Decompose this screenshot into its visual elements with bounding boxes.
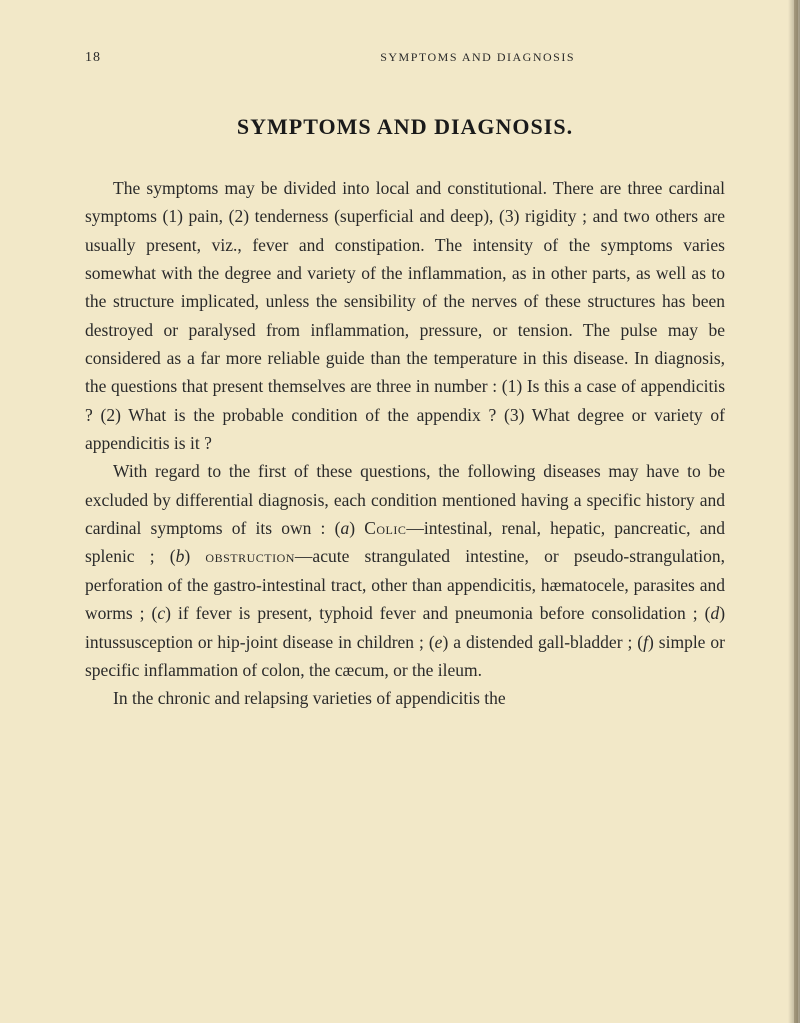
page-number: 18 bbox=[85, 50, 101, 66]
page-container: 18 SYMPTOMS AND DIAGNOSIS SYMPTOMS AND D… bbox=[0, 0, 800, 1023]
p2-obstruction: obstruction bbox=[205, 546, 295, 566]
header-row: 18 SYMPTOMS AND DIAGNOSIS bbox=[85, 50, 725, 66]
p2-text-6: ) if fever is present, typhoid fever and… bbox=[165, 603, 710, 623]
p2-italic-c: c bbox=[157, 603, 165, 623]
p2-text-4: ) bbox=[184, 546, 205, 566]
page-title: SYMPTOMS AND DIAGNOSIS. bbox=[85, 114, 725, 140]
paragraph-1: The symptoms may be divided into local a… bbox=[85, 174, 725, 457]
p2-italic-d: d bbox=[710, 603, 719, 623]
paragraph-3: In the chronic and relapsing varieties o… bbox=[85, 684, 725, 712]
running-header: SYMPTOMS AND DIAGNOSIS bbox=[380, 50, 575, 66]
body-text: The symptoms may be divided into local a… bbox=[85, 174, 725, 713]
p2-text-8: ) a distended gall-bladder ; ( bbox=[442, 632, 643, 652]
p2-italic-a: a bbox=[340, 518, 349, 538]
p2-text-2: ) bbox=[349, 518, 364, 538]
page-edge-line bbox=[794, 0, 798, 1023]
p2-colic: Colic bbox=[364, 518, 406, 538]
paragraph-2: With regard to the first of these questi… bbox=[85, 457, 725, 684]
